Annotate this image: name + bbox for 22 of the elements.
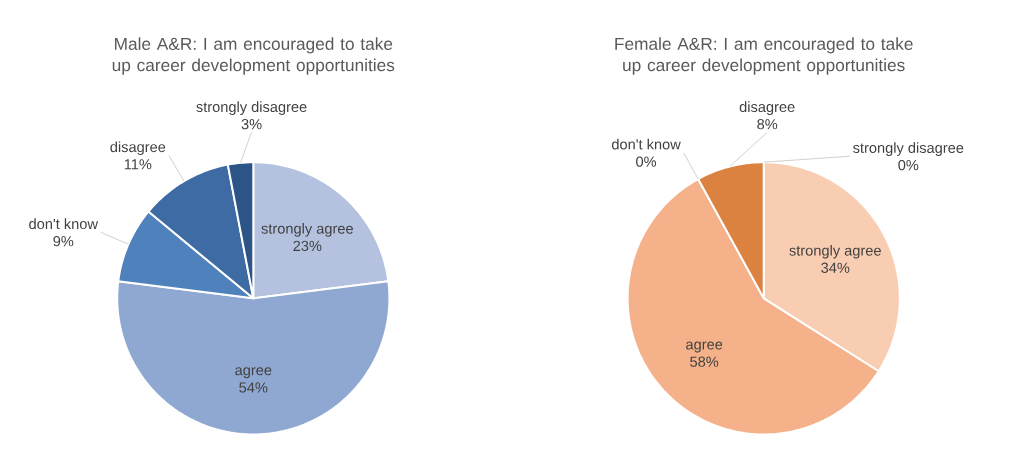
slice-label: strongly agree bbox=[261, 222, 353, 237]
category-label: don't know bbox=[611, 138, 681, 150]
slice-label: disagree bbox=[739, 101, 795, 115]
slice-label: disagree bbox=[110, 141, 166, 155]
text: 0% bbox=[898, 159, 919, 171]
data-label: 54% bbox=[239, 382, 268, 393]
data-label: 3% bbox=[241, 118, 262, 130]
data-label: 8% bbox=[757, 118, 778, 130]
chart-title: Female A&R: I am encouraged to take up career development opportunities bbox=[615, 37, 913, 75]
data-label: 34% bbox=[821, 262, 850, 273]
data-label: 23% bbox=[293, 240, 322, 251]
text: 0% bbox=[636, 156, 657, 167]
data-label: 11% bbox=[124, 159, 152, 170]
data-label: 9% bbox=[53, 235, 74, 247]
slice-label: strongly disagree bbox=[196, 101, 307, 115]
slice-label: agree bbox=[235, 367, 272, 379]
data-label: 58% bbox=[690, 356, 719, 367]
slice-label: don't know bbox=[29, 218, 98, 230]
category-label: strongly disagree bbox=[853, 142, 964, 156]
slice-label: agree bbox=[686, 341, 723, 353]
chart-title: Male A&R: I am encouraged to take up career development opportunities bbox=[112, 37, 395, 75]
slice-label: strongly agree bbox=[789, 244, 881, 259]
